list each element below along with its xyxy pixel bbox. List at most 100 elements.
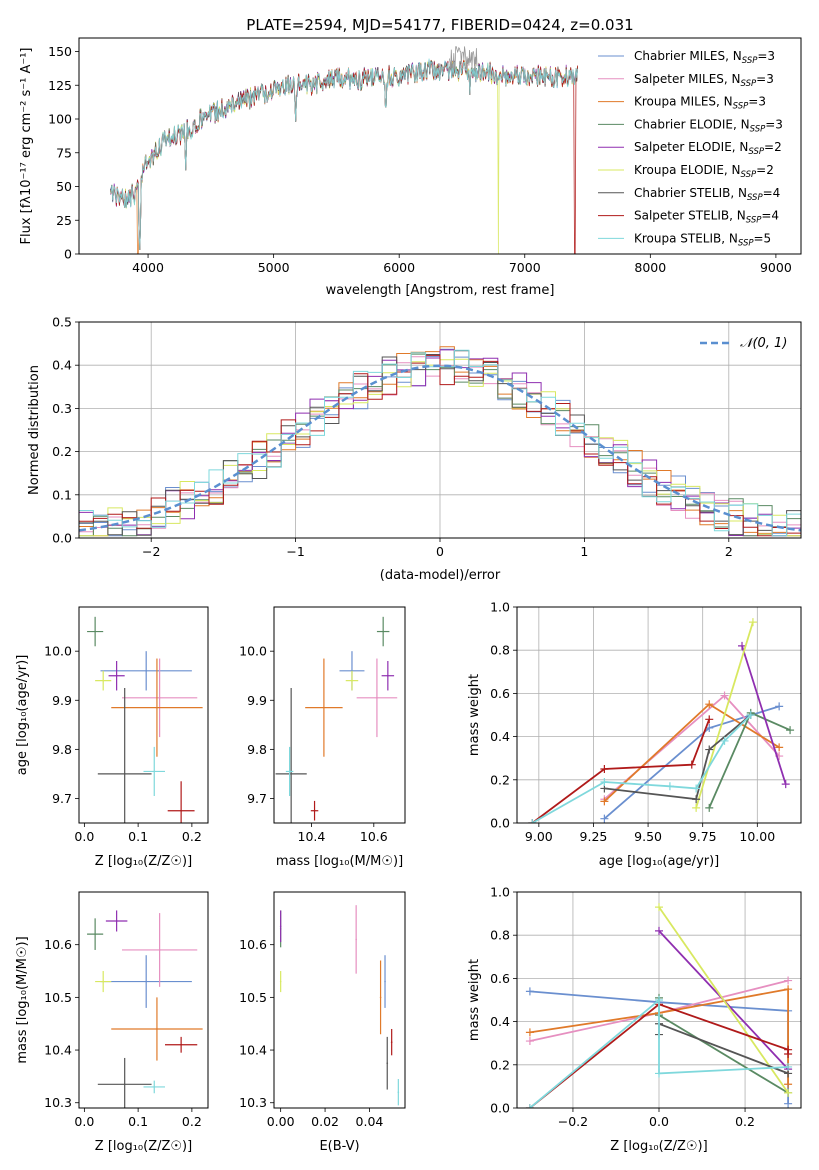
legend-entry: Kroupa STELIB, NSSP=5: [634, 231, 771, 248]
data-point: [180, 1043, 182, 1046]
normal-reference-curve: [79, 364, 801, 532]
weight-marker: [525, 1037, 534, 1046]
x-tick-label: −2: [142, 544, 160, 559]
y-tick-label: 0.4: [52, 358, 72, 373]
data-point: [290, 773, 292, 775]
data-point: [158, 697, 161, 699]
y-tick-label: 10.4: [44, 1043, 72, 1058]
spectrum-line-0: [110, 60, 578, 250]
y-tick-label: 0.2: [490, 772, 510, 787]
weight-marker: [720, 691, 729, 700]
weight-marker: [600, 765, 609, 773]
y-tick-label: 0.8: [490, 928, 510, 943]
weight-marker: [784, 985, 793, 994]
x-tick-label: −1: [286, 544, 304, 559]
weight-marker: [525, 1028, 534, 1037]
x-tick-label: 9.75: [689, 829, 717, 844]
x-axis-label: Z [log₁₀(Z/Z☉)]: [610, 1139, 707, 1154]
y-tick-label: 50: [56, 179, 72, 194]
x-tick-label: 0.1: [128, 829, 148, 844]
spectrum-line-1: [110, 60, 578, 250]
data-point: [288, 770, 291, 773]
x-axis-label: E(B-V): [319, 1139, 359, 1154]
x-tick-label: 9000: [760, 260, 792, 275]
x-tick-label: 0.1: [128, 1114, 148, 1129]
weight-line-4: [741, 645, 787, 785]
data-point: [382, 630, 384, 633]
y-tick-label: 9.7: [52, 791, 72, 806]
data-point: [94, 630, 96, 633]
data-point: [145, 670, 147, 672]
Z-mass-panel: 0.0 0.1 0.2 10.3 10.4 10.5 10.6 Z [log₁₀(Z/Z☉)]…: [15, 891, 209, 1154]
weight-marker: [655, 903, 663, 912]
weight-line-6: [604, 714, 752, 801]
weight-marker: [600, 777, 609, 786]
plot-area: [528, 618, 795, 823]
data-point: [102, 980, 104, 983]
data-point: [153, 770, 156, 773]
legend-entry: 𝒩(0, 1): [740, 336, 787, 351]
y-tick-label: 10.5: [239, 990, 267, 1005]
weight-marker: [692, 795, 701, 804]
weight-line-3: [658, 997, 789, 1094]
legend-entry: Chabrier MILES, NSSP=3: [634, 49, 775, 66]
legend: Chabrier MILES, NSSP=3 Salpeter MILES, NS…: [598, 49, 783, 248]
axes-frame: [273, 606, 406, 824]
x-tick-label: 0.00: [267, 1114, 295, 1129]
y-tick-label: 0.6: [490, 971, 510, 986]
data-point: [351, 679, 353, 682]
legend-entry: Salpeter MILES, NSSP=3: [634, 72, 774, 89]
x-tick-label: 0.0: [74, 829, 94, 844]
plot-area: [525, 903, 793, 1108]
weight-marker: [692, 784, 701, 793]
x-tick-label: 0.0: [649, 1114, 669, 1129]
legend-entry: Salpeter STELIB, NSSP=4: [634, 209, 779, 226]
y-axis-label: age [log₁₀(age/yr)]: [15, 655, 30, 776]
spectrum-line-5: [110, 60, 578, 254]
data-point: [123, 1083, 126, 1086]
histogram-panel: −2 −1 0 1 2 0.0 0.1 0.2 0.3 0.4 0.5 𝒩(0, 1) (data-mo…: [27, 315, 802, 583]
weight-marker: [746, 711, 755, 719]
y-tick-label: 125: [48, 78, 72, 93]
x-tick-label: 0: [436, 544, 444, 559]
data-point: [397, 1091, 400, 1093]
x-axis-label: (data-model)/error: [380, 568, 501, 583]
data-point: [376, 697, 378, 699]
weight-marker: [705, 715, 714, 724]
data-point: [387, 674, 389, 677]
x-tick-label: 5000: [258, 260, 290, 275]
data-point: [390, 1041, 393, 1043]
x-tick-label: 9.00: [525, 829, 553, 844]
data-point: [379, 996, 382, 999]
axes-frame: [78, 321, 802, 539]
weight-marker: [784, 1050, 793, 1058]
spectrum-panel: 4000 5000 6000 7000 8000 9000 0 25 50 75 100 125 150…: [19, 16, 802, 298]
Z-weight-panel: −0.2 0.0 0.2 0.0 0.2 0.4 0.6 0.8 1.0 Z [log₁₀(Z/Z…: [467, 885, 802, 1154]
data-point: [156, 706, 158, 709]
chart-title: PLATE=2594, MJD=54177, FIBERID=0424, z=0…: [246, 16, 633, 34]
y-axis-label: mass weight: [467, 959, 482, 1041]
weight-line-2: [603, 703, 780, 803]
y-tick-label: 100: [48, 112, 72, 127]
weight-marker: [784, 1099, 793, 1108]
y-tick-label: 0.2: [490, 1057, 510, 1072]
y-tick-label: 0.6: [490, 686, 510, 701]
y-axis-label: mass weight: [467, 674, 482, 756]
spectrum-line-7: [110, 60, 578, 254]
weight-marker: [600, 797, 609, 806]
data-point: [323, 706, 325, 709]
weight-marker: [784, 1062, 793, 1071]
plot-area: [279, 905, 400, 1106]
x-tick-label: 1: [580, 544, 588, 559]
y-tick-label: 150: [48, 44, 72, 59]
plot-area: [87, 616, 203, 823]
axes-frame: [78, 891, 209, 1109]
legend-entry: Kroupa MILES, NSSP=3: [634, 95, 766, 112]
weight-marker: [781, 780, 790, 789]
weight-marker: [738, 641, 747, 650]
data-point: [115, 674, 118, 677]
data-point: [153, 1086, 156, 1088]
axes-frame: [78, 606, 209, 824]
data-point: [145, 980, 147, 983]
